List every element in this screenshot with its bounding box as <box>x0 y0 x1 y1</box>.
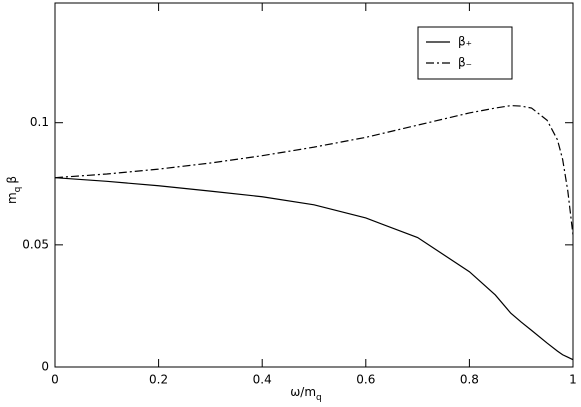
y-label-main: m <box>5 192 19 204</box>
x-tick-label: 0 <box>51 373 59 387</box>
x-label-sub: q <box>316 393 322 403</box>
y-label-sub: q <box>13 187 23 193</box>
y-tick-label: 0.05 <box>22 237 49 251</box>
y-tick-label: 0 <box>41 360 49 374</box>
x-tick-label: 1 <box>569 373 577 387</box>
plot-frame <box>54 2 574 368</box>
legend-label: β₋ <box>458 56 472 70</box>
x-tick-label: 0.6 <box>356 373 375 387</box>
x-tick-label: 0.2 <box>149 373 168 387</box>
y-label-symbol: β <box>5 176 19 184</box>
series-line <box>54 177 574 361</box>
x-label-main: ω/m <box>290 385 316 399</box>
series-line <box>54 105 574 236</box>
legend-label: β₊ <box>458 35 472 49</box>
x-tick-label: 0.4 <box>253 373 272 387</box>
x-tick-label: 0.8 <box>460 373 479 387</box>
y-tick-label: 0.1 <box>30 115 49 129</box>
y-axis-label: mqβ <box>5 176 23 204</box>
x-axis-label: ω/mq <box>290 385 322 403</box>
legend-box <box>417 26 513 80</box>
